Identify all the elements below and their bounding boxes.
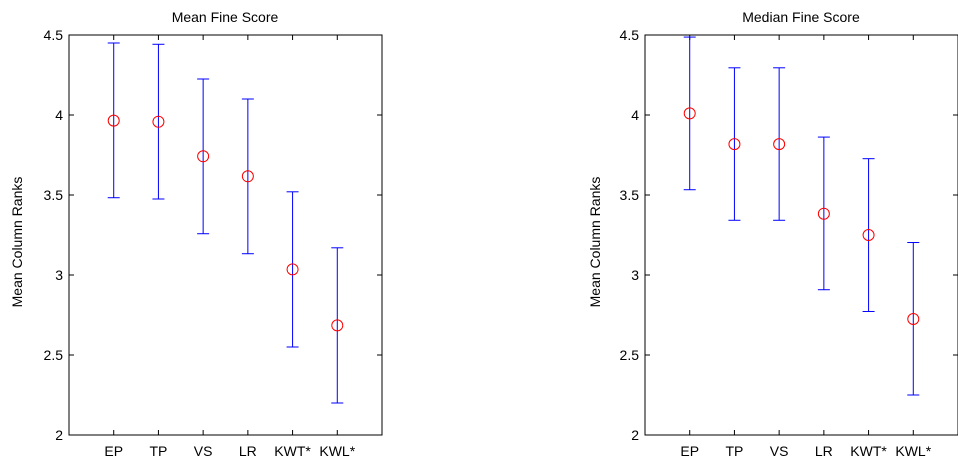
x-tick-label: KWL* (895, 443, 931, 459)
data-point (152, 115, 165, 128)
x-tick-label: LR (239, 443, 257, 459)
x-tick-label: VS (194, 443, 213, 459)
data-point (683, 107, 696, 120)
data-point (197, 150, 210, 163)
data-point (107, 114, 120, 127)
x-tick-label: LR (815, 443, 833, 459)
x-tick-label: TP (149, 443, 167, 459)
x-tick-label: EP (104, 443, 123, 459)
x-tick-label: TP (725, 443, 743, 459)
data-point (728, 138, 741, 151)
data-point (331, 319, 344, 332)
y-tick-label: 4.5 (44, 27, 64, 43)
plot-area (644, 34, 958, 436)
x-tick-label: KWT* (850, 443, 887, 459)
y-tick-label: 4 (55, 107, 63, 123)
y-axis-label: Mean Column Ranks (587, 177, 603, 308)
chart-median-fine-score: Median Fine Score Mean Column Ranks 2 2.5… (587, 9, 958, 459)
data-point (862, 229, 875, 241)
x-tick-label: KWL* (319, 443, 355, 459)
chart-title: Mean Fine Score (172, 9, 279, 25)
y-tick-label: 4.5 (620, 27, 640, 43)
plot-area (68, 34, 383, 436)
y-tick-label: 2.5 (620, 347, 640, 363)
y-tick-label: 2.5 (44, 347, 64, 363)
x-tick-label: VS (770, 443, 789, 459)
data-point (907, 313, 920, 325)
x-tick-label: EP (680, 443, 699, 459)
chart-title: Median Fine Score (742, 9, 860, 25)
chart-marks: 2 2.5 3 3.5 4 4.5 EP TP VS LR KWT* KWL* (44, 27, 382, 459)
y-tick-label: 4 (631, 107, 639, 123)
data-point (817, 207, 830, 220)
data-point (773, 138, 786, 151)
data-point (241, 170, 254, 183)
y-tick-label: 3.5 (620, 187, 640, 203)
y-tick-label: 3.5 (44, 187, 64, 203)
chart-mean-fine-score: Mean Fine Score Mean Column Ranks 2 2.5 3 3… (9, 9, 383, 459)
y-tick-label: 3 (55, 267, 63, 283)
y-tick-label: 2 (55, 427, 63, 443)
data-point (286, 263, 299, 276)
y-tick-label: 3 (631, 267, 639, 283)
y-tick-label: 2 (631, 427, 639, 443)
y-axis-label: Mean Column Ranks (9, 177, 25, 308)
x-tick-label: KWT* (274, 443, 311, 459)
chart-marks: 2 2.5 3 3.5 4 4.5 EP TP VS LR KWT* KWL* (620, 27, 958, 459)
